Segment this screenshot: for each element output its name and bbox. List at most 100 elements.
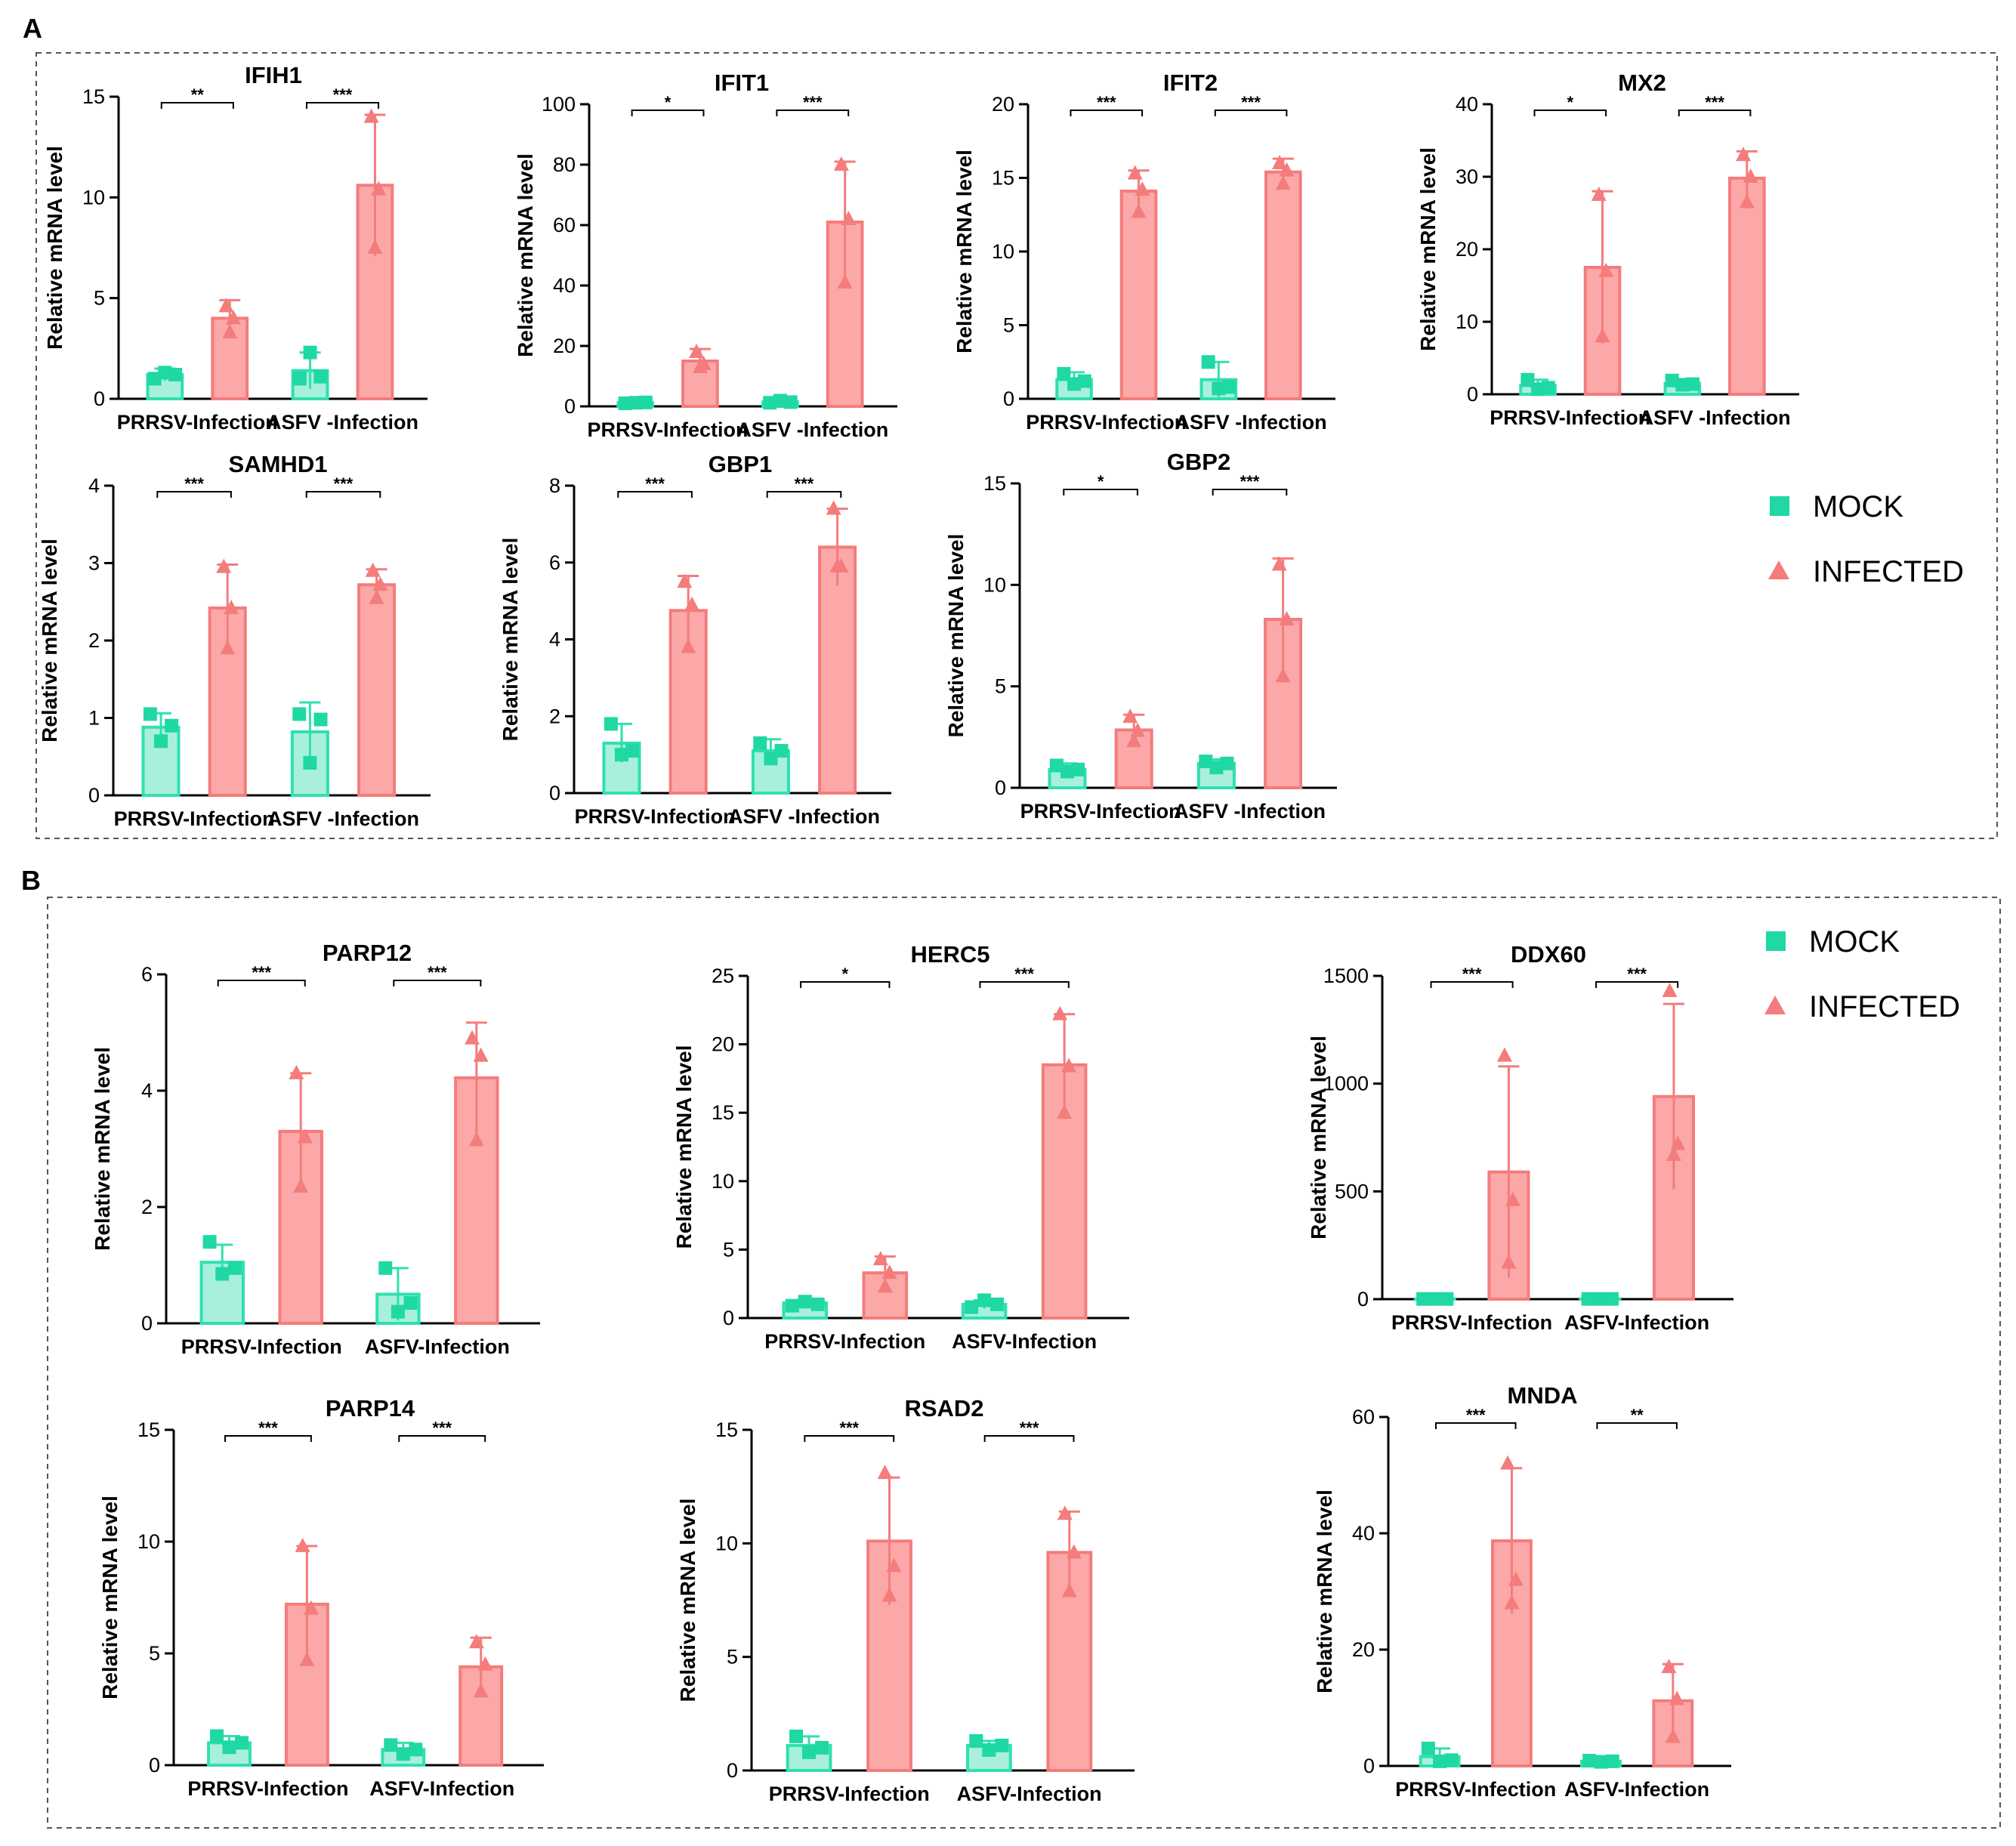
data-point-triangle: [220, 640, 236, 655]
data-point-triangle: [1665, 1728, 1681, 1743]
data-point-square: [965, 1300, 979, 1314]
legend-panel-b: MOCK INFECTED: [1764, 925, 1960, 1023]
y-axis-label: Relative mRNA level: [514, 153, 537, 357]
legend-mock-label: MOCK: [1813, 490, 1903, 523]
x-group-label: ASFV-Infection: [1564, 1311, 1709, 1334]
chart-parp14: PARP14 Relative mRNA level 0 5 10 15 PRRSV-Inf…: [98, 1395, 544, 1800]
data-point-square: [802, 1745, 817, 1759]
chart-title: IFIH1: [245, 62, 302, 88]
x-group-label: PRRSV-Infection: [114, 807, 275, 830]
significance-label: ***: [795, 474, 814, 493]
data-point-triangle: [477, 1656, 493, 1671]
y-tick-label: 5: [1003, 314, 1014, 337]
data-point-triangle: [367, 239, 383, 254]
data-point-square: [1071, 762, 1085, 776]
y-tick-label: 10: [82, 186, 105, 208]
chart-ifit1: IFIT1 Relative mRNA level 0 20 40 60 80 100 PRRS…: [514, 69, 897, 441]
x-group-label: PRRSV-Infection: [769, 1783, 930, 1805]
significance-label: *: [665, 93, 671, 112]
y-tick-label: 5: [149, 1642, 160, 1665]
chart-title: IFIT2: [1163, 69, 1218, 96]
y-tick-label: 20: [1352, 1638, 1375, 1661]
data-point-triangle: [1052, 1005, 1068, 1020]
data-point-triangle: [833, 156, 849, 171]
data-point-triangle: [304, 1600, 320, 1615]
y-tick-label: 60: [553, 214, 576, 236]
data-point-square: [202, 1235, 217, 1249]
data-point-square: [773, 394, 787, 408]
data-point-square: [313, 712, 328, 727]
x-group-label: PRRSV-Infection: [1395, 1778, 1556, 1801]
x-group-label: ASFV-Infection: [1564, 1778, 1709, 1801]
data-point-triangle: [1501, 1254, 1517, 1269]
significance-bracket: [1214, 110, 1288, 116]
panel-b-frame: [47, 897, 2001, 1829]
data-point-square: [1428, 1292, 1442, 1306]
y-tick-label: 5: [723, 1238, 734, 1261]
significance-bracket: [1678, 110, 1752, 116]
data-point-triangle: [468, 1131, 484, 1147]
significance-label: ***: [252, 963, 271, 982]
data-point-square: [234, 1736, 249, 1750]
significance-label: ***: [645, 474, 665, 493]
significance-bracket: [224, 1435, 312, 1442]
significance-bracket: [305, 491, 381, 498]
significance-label: **: [1631, 1406, 1644, 1425]
y-tick-label: 4: [549, 628, 560, 651]
legend-infected-triangle-icon: [1764, 996, 1786, 1014]
legend-mock-square-icon: [1766, 931, 1786, 951]
data-point-triangle: [293, 1178, 309, 1193]
panel-a-frame: [36, 52, 1998, 839]
data-point-square: [625, 744, 640, 758]
data-point-triangle: [363, 108, 379, 123]
significance-bracket: [617, 491, 693, 498]
significance-bracket: [1595, 981, 1679, 988]
y-tick-label: 0: [1003, 387, 1014, 410]
data-point-triangle: [1126, 733, 1142, 748]
data-point-square: [143, 707, 157, 721]
data-point-square: [1605, 1754, 1619, 1768]
data-point-square: [1440, 1292, 1454, 1306]
y-tick-label: 5: [94, 287, 105, 310]
y-tick-label: 6: [549, 551, 560, 574]
chart-title: RSAD2: [904, 1395, 983, 1422]
y-tick-label: 8: [549, 474, 560, 497]
bar-infected-asfv: [357, 583, 397, 797]
panel-b-letter: B: [21, 865, 41, 896]
significance-bracket: [1063, 489, 1138, 495]
data-point-triangle: [1666, 1146, 1681, 1161]
significance-label: ***: [839, 1418, 859, 1437]
data-point-square: [618, 397, 632, 410]
y-axis-label: Relative mRNA level: [676, 1499, 699, 1702]
data-point-triangle: [372, 576, 388, 591]
chart-ifit2: IFIT2 Relative mRNA level 0 5 10 15 20 PRRSV-In…: [952, 69, 1335, 434]
y-tick-label: 10: [992, 240, 1014, 263]
y-tick-label: 40: [1456, 93, 1478, 116]
data-point-triangle: [881, 1264, 897, 1280]
data-point-triangle: [1739, 193, 1755, 208]
data-point-square: [215, 1267, 230, 1281]
significance-label: ***: [432, 1418, 452, 1437]
significance-bracket: [217, 980, 306, 986]
data-point-triangle: [1061, 1582, 1077, 1598]
significance-bracket: [1596, 1422, 1678, 1429]
data-point-square: [1541, 381, 1555, 395]
x-group-label: PRRSV-Infection: [187, 1777, 348, 1800]
data-point-triangle: [1057, 1505, 1073, 1520]
data-point-triangle: [226, 310, 242, 325]
data-point-triangle: [1275, 668, 1291, 683]
y-tick-label: 40: [1352, 1522, 1375, 1545]
data-point-square: [378, 1261, 393, 1275]
data-point-square: [1665, 373, 1679, 387]
data-point-square: [615, 748, 628, 762]
significance-bracket: [804, 1435, 895, 1442]
x-group-label: PRRSV-Infection: [181, 1335, 342, 1358]
data-point-triangle: [369, 589, 384, 604]
y-tick-label: 0: [1363, 1755, 1375, 1777]
x-group-label: ASFV-Infection: [952, 1330, 1097, 1353]
data-point-triangle: [289, 1064, 304, 1079]
significance-label: ***: [428, 963, 447, 982]
y-tick-label: 20: [553, 335, 576, 357]
data-point-triangle: [681, 638, 696, 653]
